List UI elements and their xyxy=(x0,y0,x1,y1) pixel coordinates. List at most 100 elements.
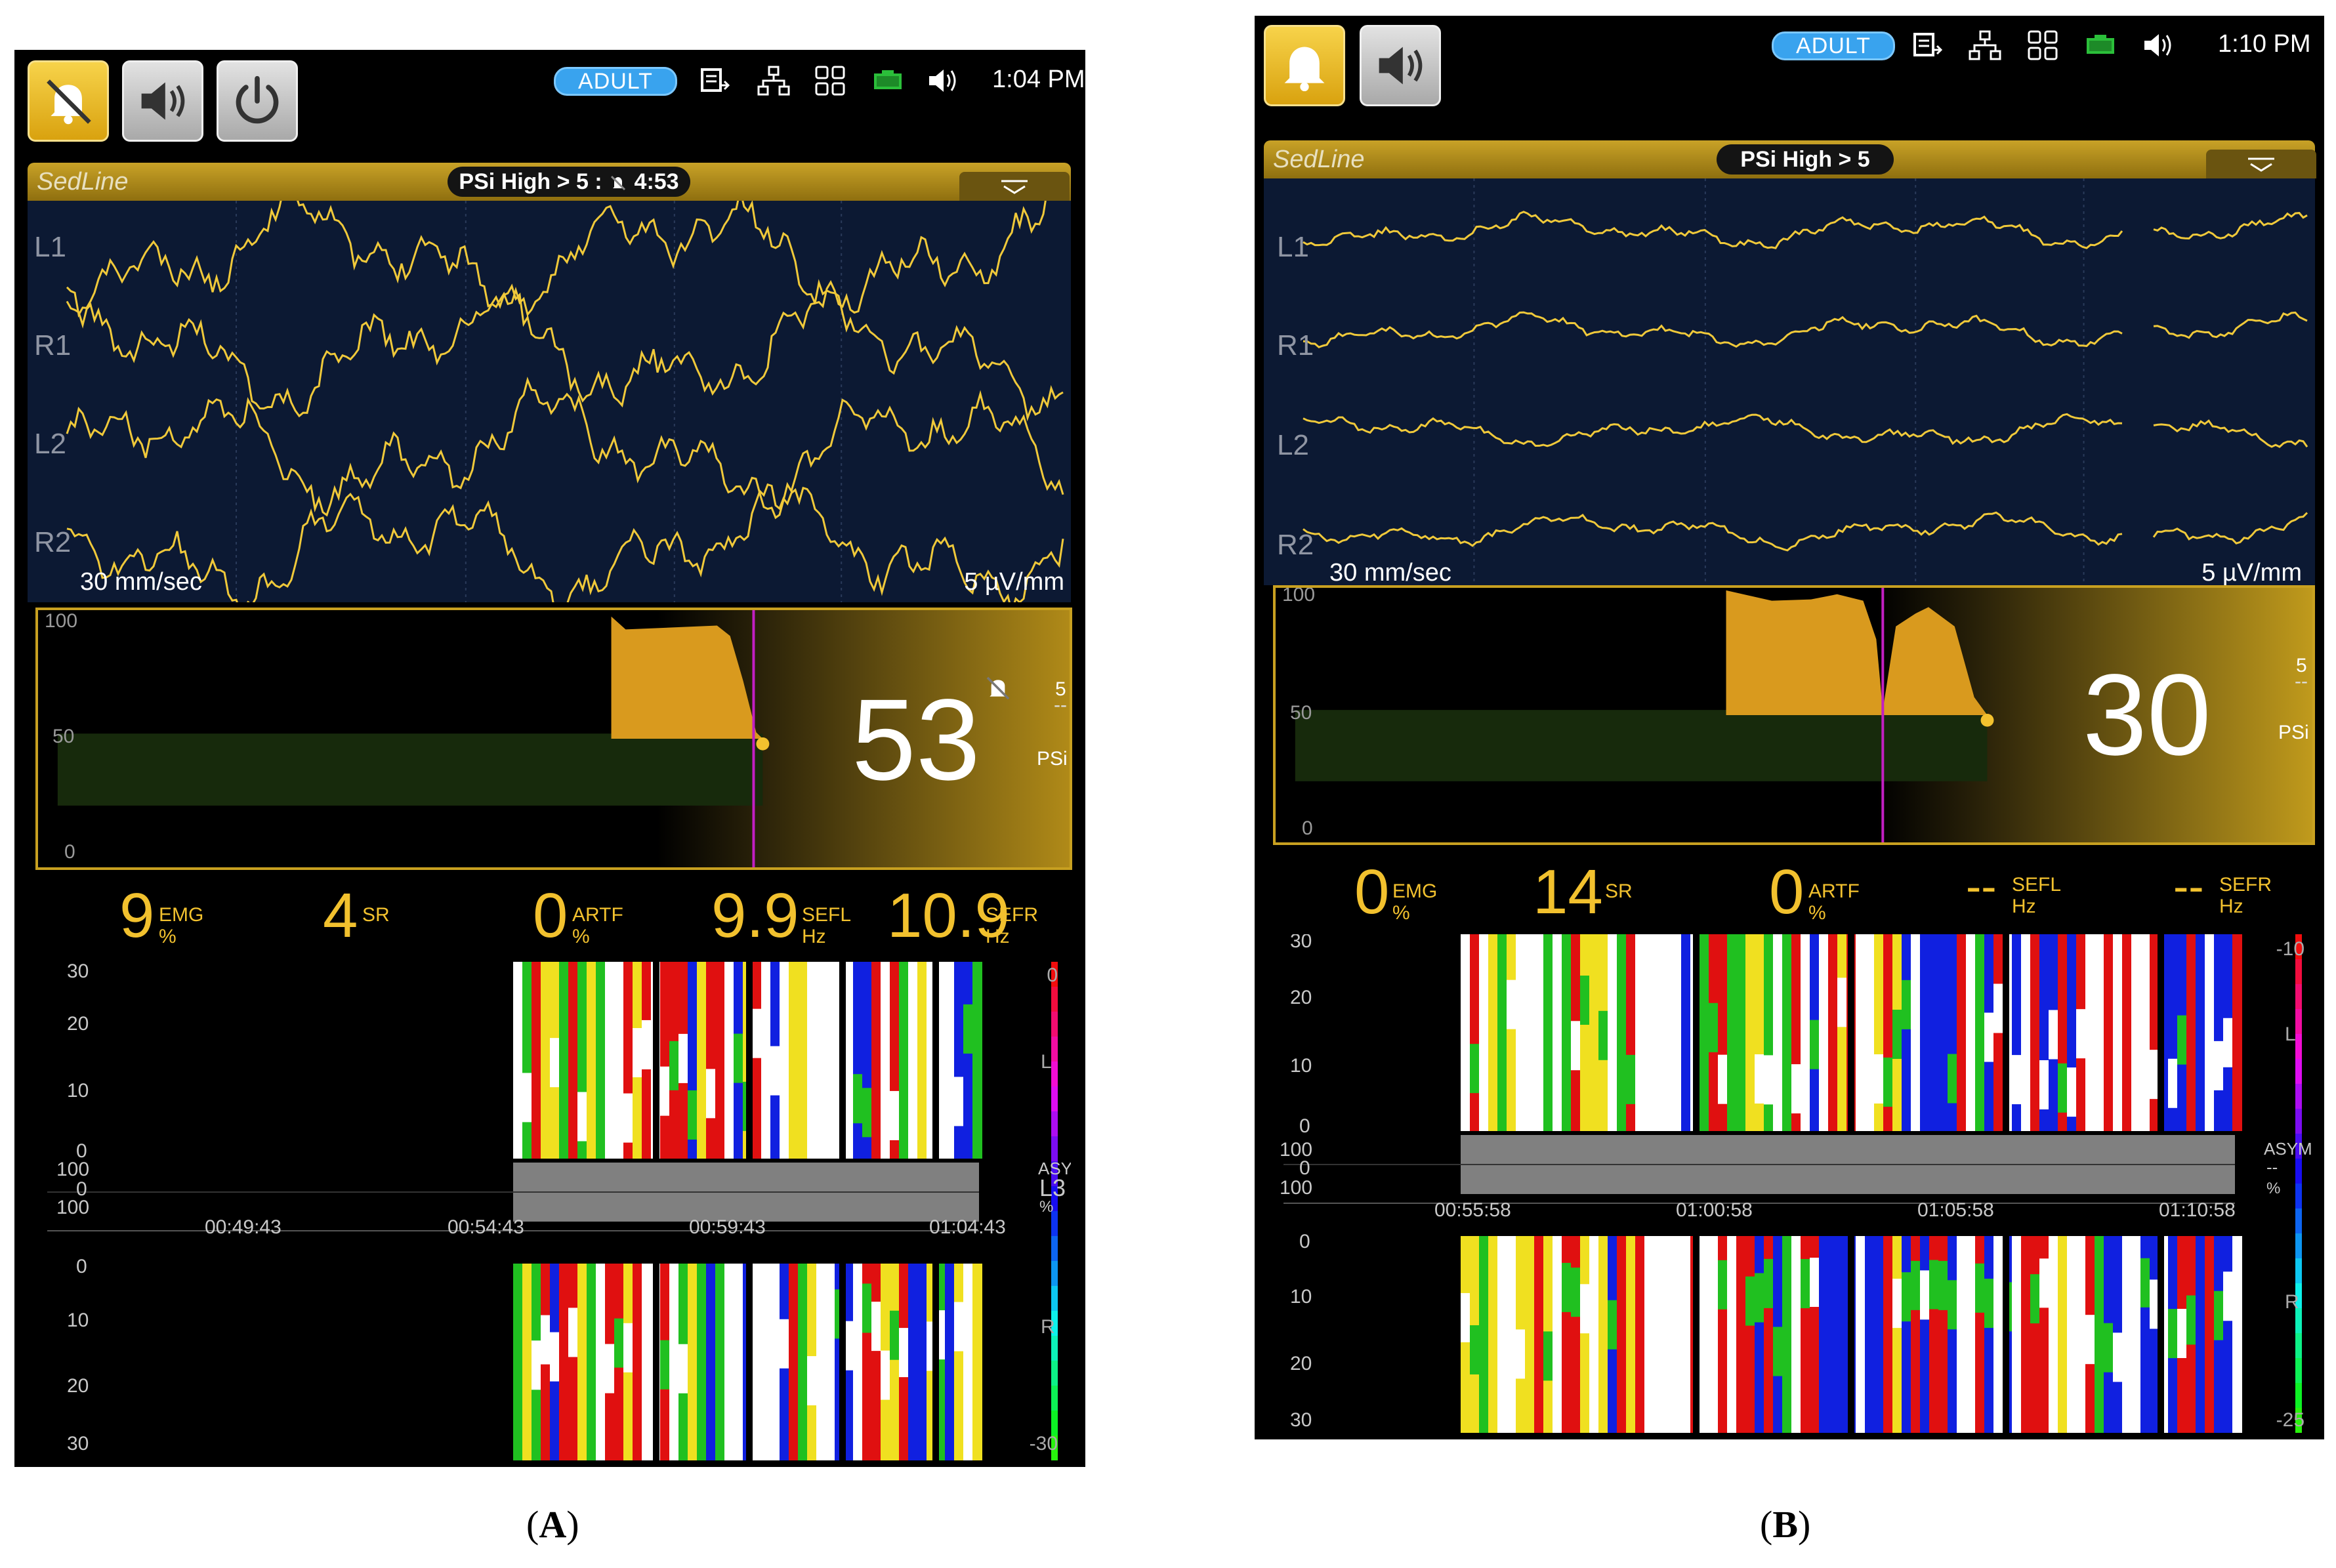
patient-mode-badge[interactable]: ADULT xyxy=(554,67,677,96)
alarm-silence-button[interactable] xyxy=(28,60,109,142)
dsa-column xyxy=(972,962,982,1159)
dsa-patch xyxy=(550,1332,560,1382)
psi-label: PSi xyxy=(2278,722,2309,743)
dsa-column xyxy=(1791,1236,1801,1433)
dsa-column xyxy=(1516,934,1526,1131)
status-bar: ADULT 1:10 PM xyxy=(1753,28,2324,80)
color-scale-segment xyxy=(2295,1009,2302,1035)
sedline-menu-button[interactable] xyxy=(959,172,1070,201)
dsa-right-tick-30: 30 xyxy=(67,1433,89,1455)
dsa-column xyxy=(1598,1236,1608,1433)
dsa-patch xyxy=(1975,1263,1985,1313)
dsa-patch xyxy=(2012,1055,2022,1105)
dsa-column xyxy=(1929,934,1939,1131)
dsa-column xyxy=(1782,1236,1792,1433)
dsa-column xyxy=(1534,934,1544,1131)
dsa-column xyxy=(825,962,835,1159)
volume-icon[interactable] xyxy=(2140,28,2176,63)
dsa-column xyxy=(642,1264,652,1460)
dsa-patch xyxy=(1470,1044,1480,1094)
dsa-patch xyxy=(1745,1276,1755,1326)
eeg-trace xyxy=(1303,511,2308,552)
artf-label: ARTF% xyxy=(1808,880,1860,924)
dsa-column xyxy=(1819,934,1829,1131)
export-icon[interactable] xyxy=(1909,28,1945,63)
dsa-time-2: 01:00:58 xyxy=(1676,1199,1753,1221)
alarm-silenced-icon xyxy=(47,79,91,125)
sedline-header: SedLine PSi High > 5 xyxy=(1264,140,2316,178)
dsa-column xyxy=(1745,934,1755,1131)
dsa-patch xyxy=(1984,1012,1994,1062)
alarm-button[interactable] xyxy=(1264,25,1345,106)
dsa-patch xyxy=(1902,980,1911,1029)
color-scale-segment xyxy=(1051,1336,1058,1361)
dsa-right-tick-0: 0 xyxy=(1299,1231,1310,1252)
psi-trend-area xyxy=(611,616,763,739)
dsa-column xyxy=(724,962,734,1159)
dsa-patch xyxy=(2030,1274,2040,1324)
psi-limit: 5 xyxy=(2296,655,2307,676)
dsa-column xyxy=(1902,934,1911,1131)
grid-icon[interactable] xyxy=(812,63,848,98)
density-spectral-array[interactable]: 30 20 10 0 100 0 100 00:49:43 00:54:43 0… xyxy=(28,962,1071,1460)
psi-trend[interactable]: 100 50 0 53 5 -- PSi xyxy=(35,608,1072,870)
network-icon[interactable] xyxy=(1967,28,2003,63)
dsa-patch xyxy=(1571,1268,1581,1317)
volume-icon[interactable] xyxy=(925,63,961,98)
dsa-column xyxy=(541,962,551,1159)
dsa-column xyxy=(660,962,670,1159)
dsa-right-tick-10: 10 xyxy=(67,1310,89,1331)
grid-icon[interactable] xyxy=(2025,28,2060,63)
dsa-patch xyxy=(1810,1020,1820,1069)
dsa-gap xyxy=(653,962,659,1159)
network-icon[interactable] xyxy=(756,63,791,98)
dsa-column xyxy=(1479,1236,1489,1433)
sedline-menu-button[interactable] xyxy=(2206,150,2316,178)
dsa-patch xyxy=(1874,1054,1884,1104)
eeg-trace xyxy=(1303,211,2308,249)
dsa-column xyxy=(522,1264,532,1460)
power-button[interactable] xyxy=(217,60,298,142)
dsa-column xyxy=(1497,1236,1507,1433)
clock: 1:04 PM xyxy=(992,66,1085,93)
color-scale-segment xyxy=(1051,1236,1058,1262)
audio-button[interactable] xyxy=(1360,25,1441,106)
audio-button[interactable] xyxy=(122,60,203,142)
dsa-column xyxy=(559,1264,569,1460)
dsa-column xyxy=(844,962,854,1159)
psi-value: 53 xyxy=(852,676,980,804)
psi-alarm-pill[interactable]: PSi High > 5 xyxy=(1717,144,1894,175)
color-scale-segment xyxy=(1051,1086,1058,1112)
sensitivity: 5 µV/mm xyxy=(964,568,1064,596)
density-spectral-array[interactable]: 30 20 10 0 100 0 100 00:55:58 01:00:58 0… xyxy=(1264,934,2315,1433)
dsa-patch xyxy=(954,1302,964,1351)
caption-close: ) xyxy=(1798,1503,1811,1546)
dsa-column xyxy=(1801,934,1810,1131)
dsa-column xyxy=(2232,1236,2242,1433)
dsa-left-tick-10: 10 xyxy=(67,1080,89,1102)
dsa-patch xyxy=(963,1004,973,1054)
psi-label: PSi xyxy=(1037,748,1068,770)
sedline-title: SedLine xyxy=(1273,146,1365,173)
dsa-column xyxy=(532,962,541,1159)
dsa-patch xyxy=(1902,1272,1911,1322)
eeg-waveform-area: L1 R1 L2 R2 30 mm/sec 5 µV/mm xyxy=(1264,178,2315,585)
export-icon[interactable] xyxy=(697,63,732,98)
psi-trend[interactable]: 100 50 0 30 5 -- PSi xyxy=(1273,585,2315,845)
channel-label-l1: L1 xyxy=(1277,231,1309,263)
dsa-column xyxy=(1837,934,1847,1131)
dsa-column xyxy=(734,1264,743,1460)
power-icon xyxy=(236,75,279,124)
psi-alarm-pill[interactable]: PSi High > 5 : 4:53 xyxy=(448,167,690,197)
dsa-column xyxy=(2232,934,2242,1131)
dsa-column xyxy=(1461,934,1470,1131)
dsa-patch xyxy=(890,1310,900,1360)
alarm-silenced-icon xyxy=(611,175,626,191)
dsa-patch xyxy=(881,1350,890,1400)
dsa-patch xyxy=(1791,1064,1801,1114)
dsa-patch xyxy=(1801,1259,1810,1309)
dsa-time-1: 00:55:58 xyxy=(1434,1199,1511,1221)
dsa-patch xyxy=(1580,1284,1590,1334)
dsa-patch xyxy=(623,1093,633,1143)
patient-mode-badge[interactable]: ADULT xyxy=(1772,31,1895,60)
